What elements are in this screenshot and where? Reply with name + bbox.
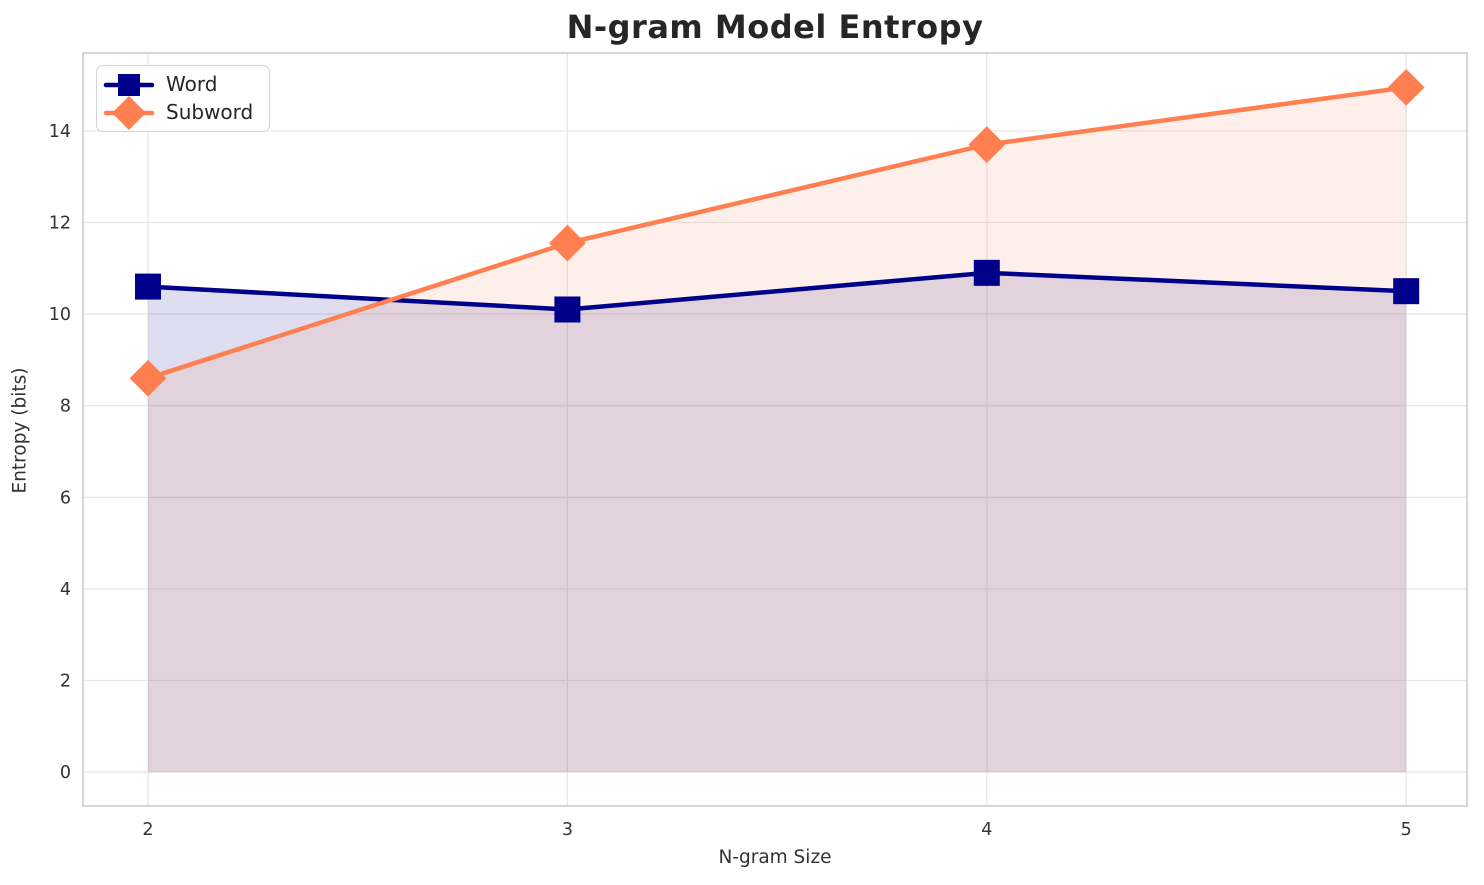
chart-title: N-gram Model Entropy [566,8,984,46]
legend-label-word: Word [166,72,218,96]
x-tick-label: 3 [562,820,573,840]
legend-item-word: Word [103,71,253,98]
y-tick-label: 12 [49,213,71,233]
x-tick-label: 4 [981,820,992,840]
data-point-word [554,296,581,323]
legend: Word Subword [96,65,271,132]
x-tick-label: 2 [142,820,153,840]
y-tick-label: 4 [60,580,71,600]
square-marker-icon [103,73,155,96]
series-line-word [145,270,1409,312]
x-tick-label: 5 [1401,820,1412,840]
legend-item-subword: Subword [103,95,254,130]
series-line-subword [145,85,1409,381]
data-point-subword [129,359,167,397]
y-axis-label: Entropy (bits) [9,367,31,494]
y-tick-label: 14 [49,122,71,142]
area-fill-subword [148,87,1407,773]
diamond-marker-icon [103,95,155,130]
area-fill-word [148,272,1407,773]
y-tick-label: 2 [60,672,71,692]
y-tick-label: 0 [60,763,71,783]
y-tick-label: 6 [60,488,71,508]
data-point-word [135,273,162,300]
axes-frame [82,52,1468,807]
legend-label-subword: Subword [166,100,254,124]
x-axis-label: N-gram Size [718,847,832,868]
data-point-subword [549,224,586,262]
y-tick-label: 10 [49,305,71,325]
data-point-subword [968,126,1006,163]
data-point-subword [1387,68,1425,106]
data-point-word [1393,278,1420,305]
y-tick-label: 8 [60,397,71,417]
data-point-word [973,259,1000,286]
